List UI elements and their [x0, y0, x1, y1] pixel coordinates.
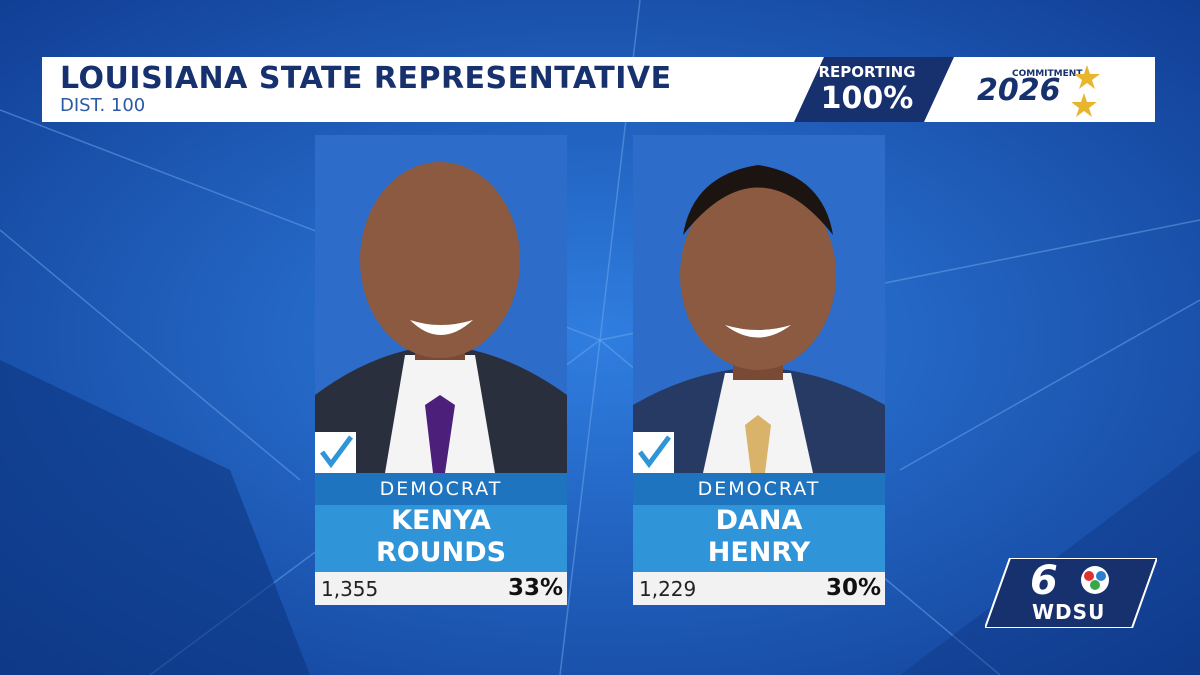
reporting-label: REPORTING [818, 63, 916, 81]
votes-row: 1,229 30% [633, 572, 885, 605]
name-box: DANA HENRY [633, 505, 885, 572]
percent: 30% [825, 575, 881, 601]
name-line: DANA [715, 505, 803, 536]
brand-year: 2026 [977, 73, 1061, 108]
votes-row: 1,355 33% [315, 572, 567, 605]
photo [315, 135, 567, 473]
station-channel: 6 [1030, 558, 1058, 604]
reporting-value: 100% [820, 81, 914, 116]
name-line: ROUNDS [375, 537, 507, 568]
name-line: HENRY [707, 537, 811, 568]
reporting-bg [794, 57, 954, 122]
candidate-card: DEMOCRAT DANA HENRY 1,229 30% [633, 135, 885, 605]
winner-check [633, 432, 674, 473]
percent: 33% [507, 575, 563, 601]
brand-top: COMMITMENT [1012, 69, 1083, 79]
party: DEMOCRAT [633, 473, 885, 505]
stars [1072, 65, 1100, 117]
votes: 1,355 [321, 577, 379, 601]
name-box: KENYA ROUNDS [315, 505, 567, 572]
subtitle: DIST. 100 [60, 95, 146, 116]
name-line: KENYA [391, 505, 491, 536]
votes: 1,229 [639, 577, 697, 601]
party: DEMOCRAT [315, 473, 567, 505]
candidate-card: DEMOCRAT KENYA ROUNDS 1,355 33% [315, 135, 567, 605]
station-call: WDSU [1032, 600, 1106, 624]
station-logo-bg [985, 558, 1157, 628]
header: LOUISIANA STATE REPRESENTATIVE DIST. 100… [42, 57, 1155, 122]
photo [633, 135, 885, 473]
winner-check [315, 432, 356, 473]
title: LOUISIANA STATE REPRESENTATIVE [60, 61, 672, 96]
